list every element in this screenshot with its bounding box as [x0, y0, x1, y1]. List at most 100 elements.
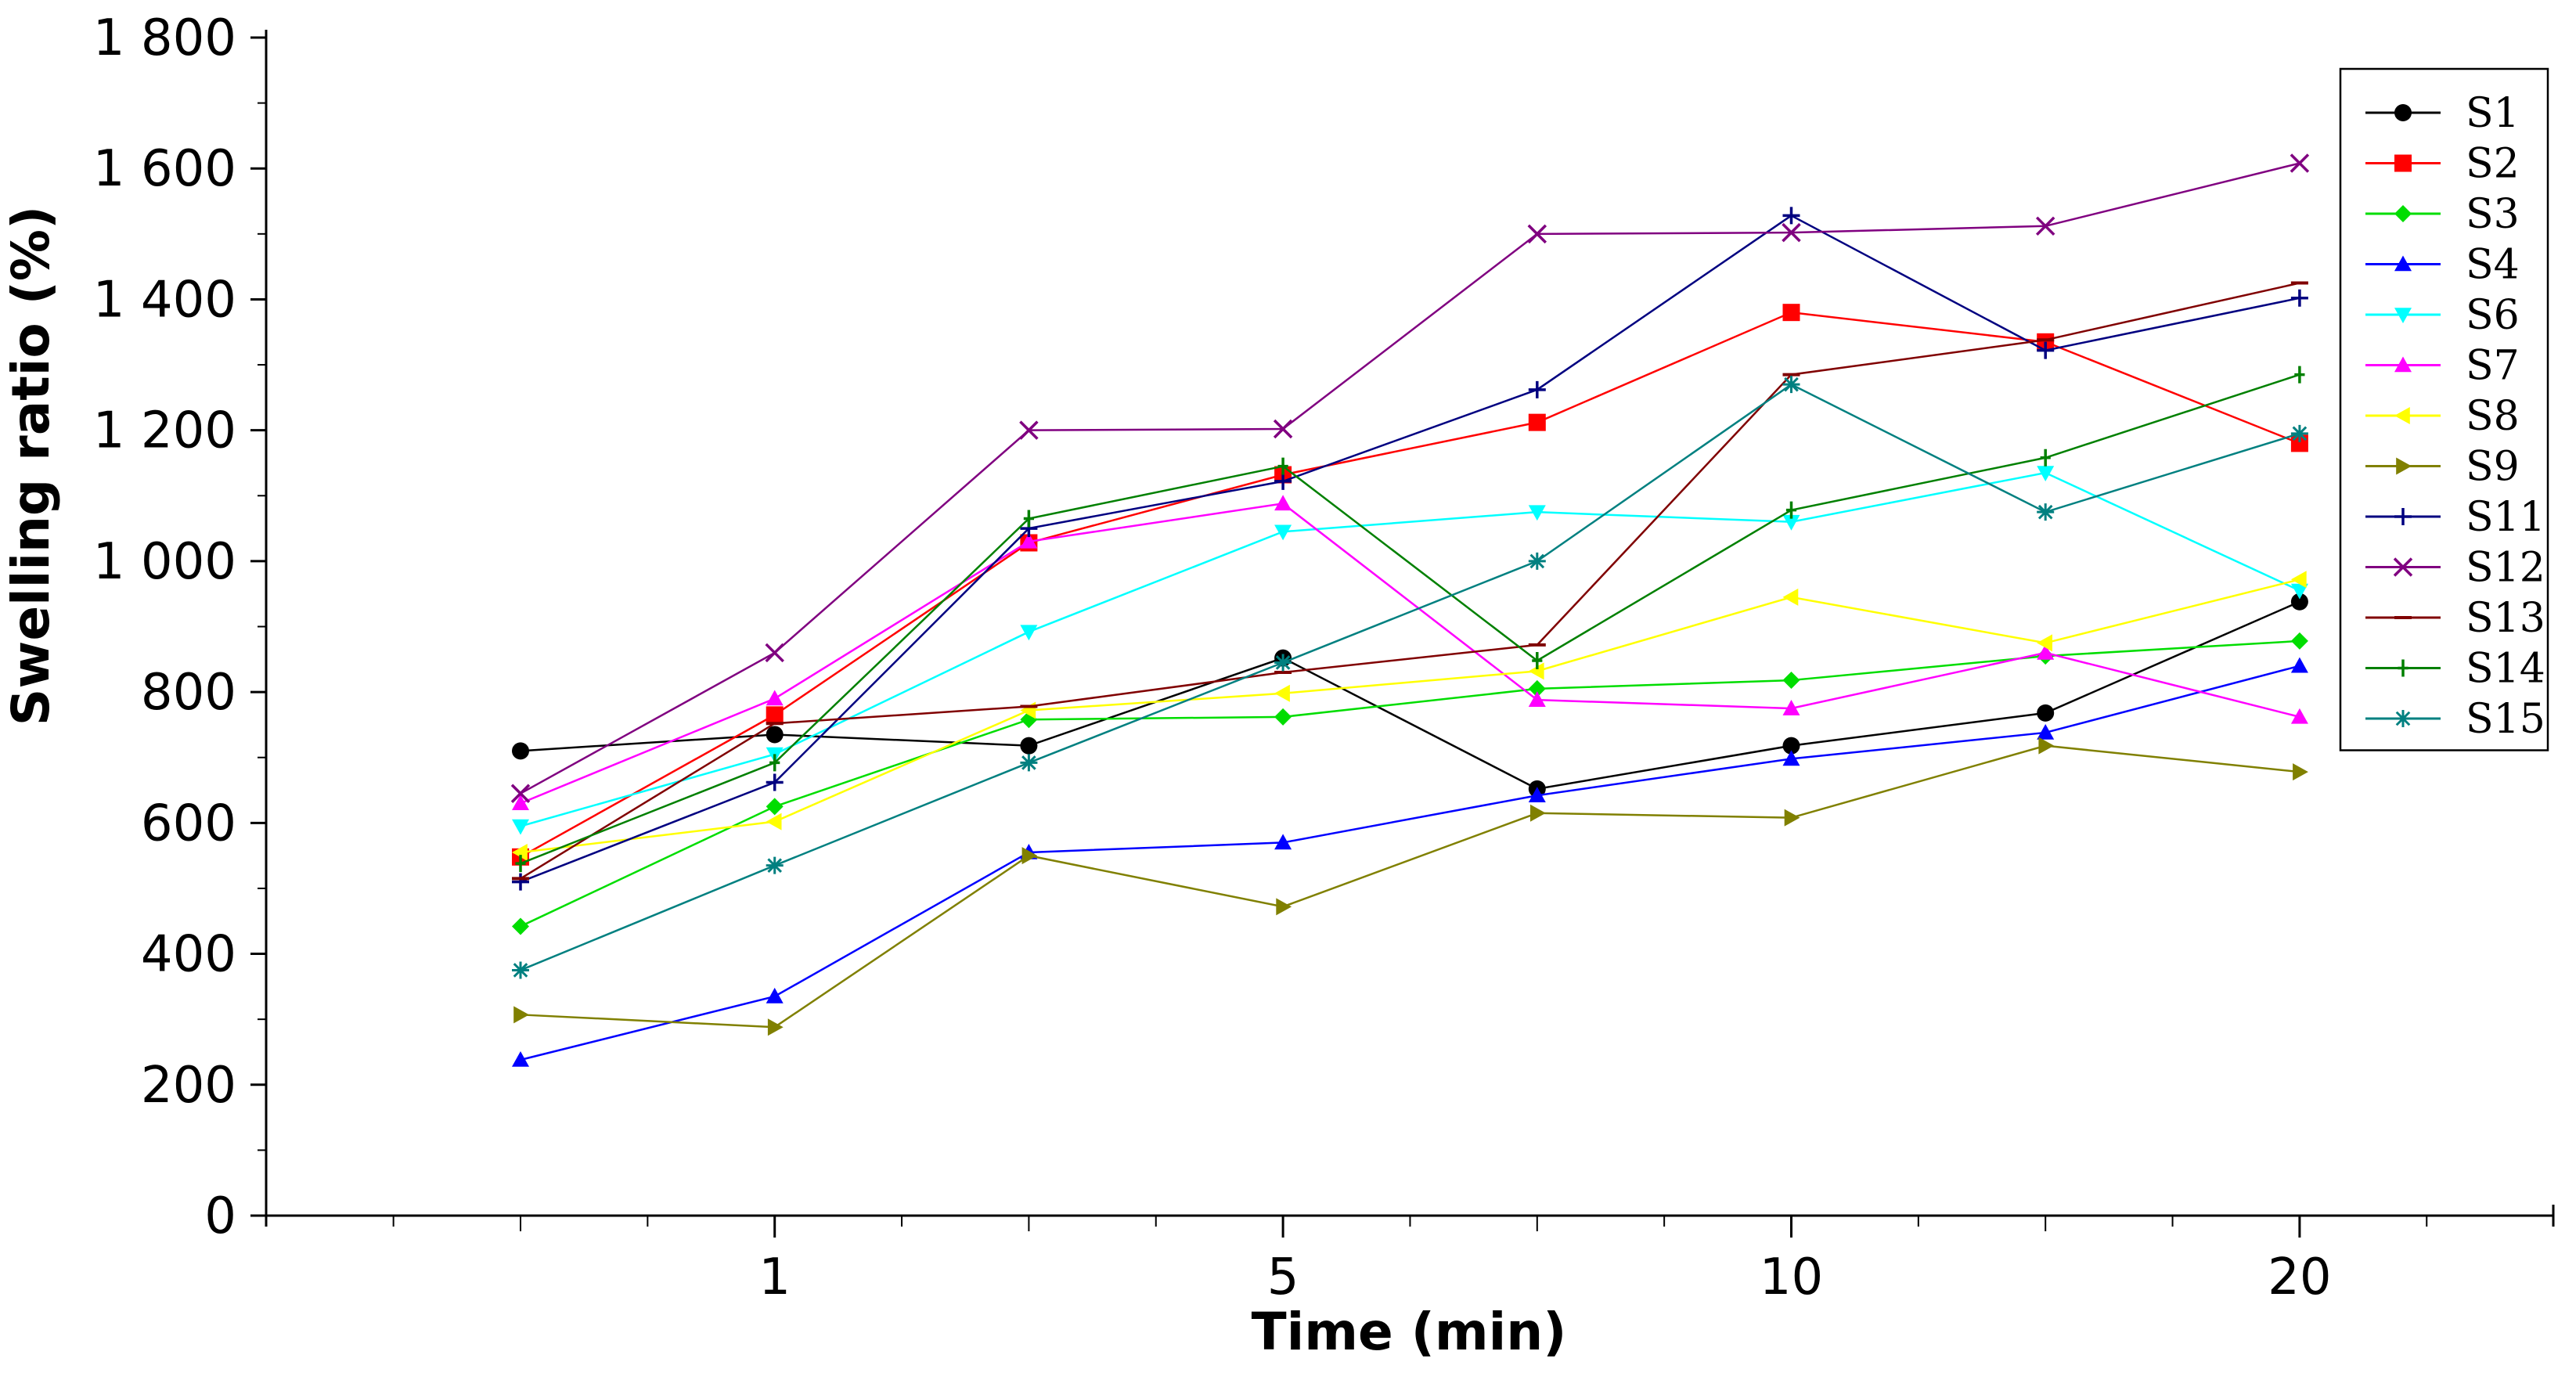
legend-marker	[2394, 255, 2412, 272]
data-point-s8	[766, 813, 782, 831]
data-point-s2	[766, 706, 784, 724]
data-point-s11	[1528, 380, 1546, 398]
data-point-s12	[1019, 420, 1039, 440]
data-point-s1	[766, 726, 784, 744]
legend-label: S12	[2466, 545, 2545, 592]
legend-label: S8	[2466, 393, 2520, 440]
data-point-s7	[1274, 495, 1292, 511]
y-tick-label: 1 800	[93, 9, 236, 67]
series-line-s12	[520, 162, 2300, 794]
data-point-s15	[1782, 376, 1800, 394]
data-point-s11	[2037, 341, 2055, 359]
data-point-s6	[1020, 625, 1038, 641]
data-point-s3	[1782, 672, 1800, 690]
data-point-s2	[1782, 304, 1800, 322]
data-point-s11	[1274, 472, 1292, 490]
data-point-s1	[2037, 704, 2055, 722]
data-point-s7	[512, 794, 529, 811]
x-axis-title: Time (min)	[1252, 1302, 1567, 1362]
y-tick-label: 0	[204, 1187, 236, 1245]
data-point-s15	[1274, 654, 1292, 672]
series-s3	[512, 632, 2308, 935]
legend-marker	[2394, 308, 2412, 323]
data-point-s6	[2037, 466, 2055, 482]
series-line-s11	[520, 214, 2300, 883]
legend-marker	[2394, 508, 2412, 525]
series-s11	[512, 207, 2308, 891]
series-s14	[515, 366, 2305, 873]
series-line-s4	[520, 665, 2300, 1061]
data-point-s14	[1785, 501, 1797, 519]
y-tick-label: 1 600	[93, 140, 236, 198]
data-point-s1	[1020, 737, 1038, 755]
data-point-s1	[1782, 737, 1800, 755]
data-point-s15	[512, 961, 529, 979]
data-point-s7	[1528, 691, 1546, 707]
data-point-s12	[510, 784, 531, 803]
data-point-s9	[1530, 804, 1546, 822]
data-point-s9	[1784, 809, 1800, 827]
x-axis: 1 5 10 20	[392, 1216, 2428, 1306]
data-point-s15	[1020, 754, 1038, 772]
data-point-s6	[1274, 524, 1292, 541]
legend-item-s14: S14	[2365, 646, 2545, 693]
data-point-s4	[2290, 657, 2308, 673]
series-line-s6	[520, 471, 2300, 827]
y-tick-label: 600	[141, 794, 236, 852]
data-point-s4	[1528, 787, 1546, 803]
legend-marker	[2394, 356, 2412, 373]
legend-label: S1	[2466, 90, 2520, 137]
x-tick-label: 5	[1267, 1248, 1299, 1306]
data-point-s8	[1528, 662, 1544, 680]
legend-marker	[2396, 457, 2412, 475]
data-point-s6	[2290, 583, 2308, 600]
legend-marker	[2393, 557, 2413, 577]
legend-item-s12: S12	[2365, 545, 2545, 592]
data-point-s7	[766, 690, 784, 706]
data-point-s15	[766, 856, 784, 874]
data-point-s15	[2037, 503, 2055, 521]
data-point-s11	[2290, 289, 2308, 307]
series-s12	[510, 153, 2310, 803]
y-tick-label: 1 000	[93, 533, 236, 591]
data-point-s3	[2290, 632, 2308, 650]
series-s1	[512, 593, 2308, 798]
legend-box	[2339, 67, 2549, 751]
data-point-s14	[2040, 449, 2051, 467]
legend-marker	[2394, 205, 2412, 222]
legend-label: S2	[2466, 141, 2520, 188]
legend-label: S13	[2466, 595, 2545, 642]
data-point-s8	[512, 843, 528, 861]
legend-marker	[2398, 659, 2408, 677]
legend-label: S4	[2466, 242, 2520, 289]
legend-label: S15	[2466, 696, 2545, 743]
data-point-s9	[513, 1006, 529, 1024]
data-point-s8	[1782, 588, 1799, 606]
data-point-s14	[2294, 366, 2305, 384]
data-point-s7	[2290, 708, 2308, 724]
legend-label: S7	[2466, 343, 2520, 390]
data-point-s14	[1532, 651, 1543, 669]
legend-label: S6	[2466, 292, 2520, 339]
data-point-s1	[512, 742, 529, 760]
legend-item-s8: S8	[2365, 393, 2520, 440]
legend-item-s6: S6	[2365, 292, 2520, 339]
data-point-s8	[2290, 571, 2307, 589]
series-s6	[512, 466, 2308, 835]
y-tick-label: 200	[141, 1057, 236, 1115]
data-point-s8	[2037, 634, 2052, 652]
legend-marker	[2394, 407, 2410, 424]
legend-label: S9	[2466, 444, 2520, 491]
data-point-s9	[767, 1018, 784, 1036]
y-tick-label: 1 200	[93, 402, 236, 460]
legend-item-s15: S15	[2365, 696, 2545, 743]
data-point-s4	[766, 987, 784, 1003]
legend-label: S14	[2466, 646, 2545, 693]
series-s15	[512, 376, 2308, 979]
data-point-s1	[2290, 593, 2308, 611]
data-point-s3	[766, 798, 784, 816]
legend-marker	[2394, 154, 2412, 172]
data-point-s8	[1274, 684, 1290, 702]
series-line-s7	[520, 502, 2300, 805]
